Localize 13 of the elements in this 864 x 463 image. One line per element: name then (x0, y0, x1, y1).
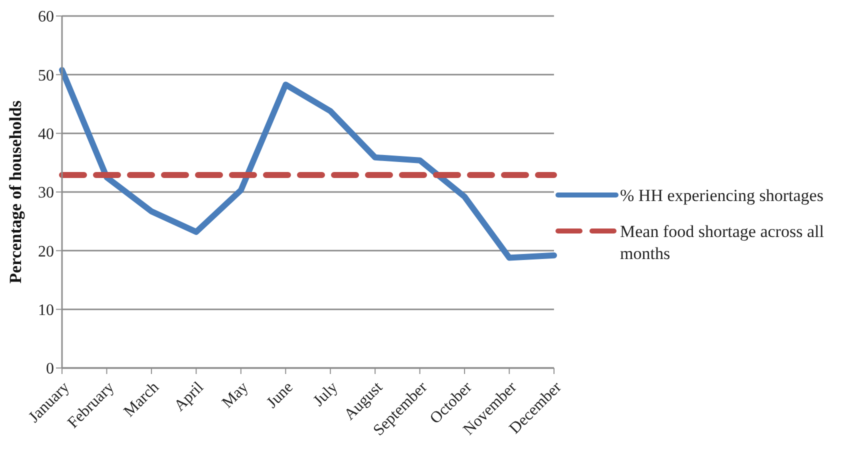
x-tick-label: July (310, 378, 342, 410)
y-tick-label: 20 (38, 243, 54, 260)
y-tick-label: 40 (38, 126, 54, 144)
y-axis-title: Percentage of households (6, 100, 26, 284)
y-tick-label: 50 (38, 67, 54, 84)
legend-label: % HH experiencing shortages (620, 184, 824, 206)
legend-label: Mean food shortage across all months (620, 220, 825, 264)
y-tick-label: 30 (38, 184, 54, 202)
x-tick-label: May (219, 378, 252, 412)
y-tick-label: 60 (38, 8, 54, 26)
y-tick-label: 0 (46, 360, 54, 378)
y-tick-label: 10 (38, 302, 54, 320)
x-tick-label: June (264, 378, 296, 412)
